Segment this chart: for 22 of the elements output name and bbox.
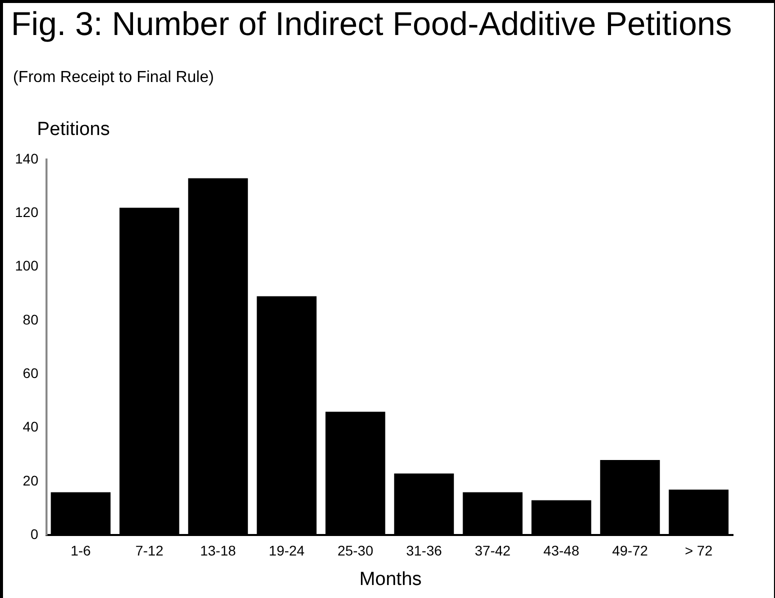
x-tick-label: 31-36	[406, 542, 442, 558]
y-tick-label: 60	[22, 365, 39, 381]
y-tick-label: 100	[15, 258, 39, 274]
chart-title: Fig. 3: Number of Indirect Food-Additive Petitions	[11, 5, 732, 43]
y-tick-label: 20	[22, 472, 39, 488]
x-tick-label: > 72	[684, 542, 713, 558]
x-tick-label: 25-30	[337, 542, 374, 558]
x-tick-label: 13-18	[200, 542, 236, 558]
x-tick-label: 7-12	[135, 542, 164, 558]
x-tick-label: 1-6	[70, 542, 92, 558]
x-tick-label: 49-72	[612, 542, 648, 558]
y-axis-title: Petitions	[37, 119, 110, 141]
y-tick-label: 140	[15, 150, 39, 166]
y-tick-label: 80	[22, 311, 39, 328]
chart-subtitle: (From Receipt to Final Rule)	[13, 69, 214, 87]
y-tick-label: 120	[15, 204, 39, 220]
y-tick-label: 40	[22, 418, 39, 435]
x-tick-label: 43-48	[543, 542, 580, 558]
x-axis-title: Months	[358, 569, 423, 591]
x-tick-label: 37-42	[474, 542, 511, 558]
x-tick-label: 19-24	[268, 542, 305, 558]
y-tick-label: 0	[30, 526, 39, 542]
